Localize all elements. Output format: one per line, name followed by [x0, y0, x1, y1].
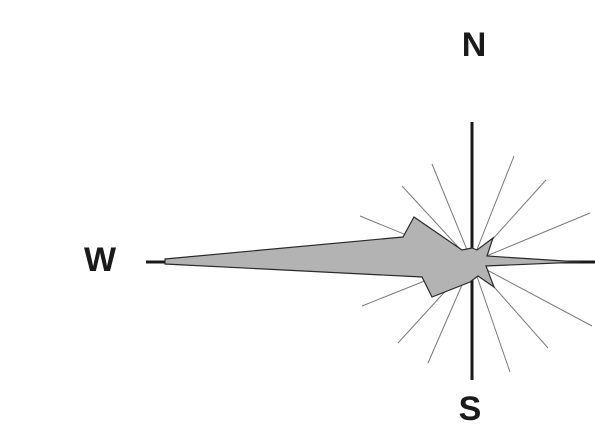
- ray: [471, 155, 515, 263]
- ray: [431, 163, 473, 263]
- south-label: S: [459, 390, 482, 428]
- rose-petal-shape: [164, 216, 581, 298]
- ray: [471, 212, 591, 263]
- ray: [471, 261, 593, 327]
- west-label: W: [84, 241, 117, 279]
- ray: [471, 261, 511, 373]
- north-label: N: [462, 26, 487, 64]
